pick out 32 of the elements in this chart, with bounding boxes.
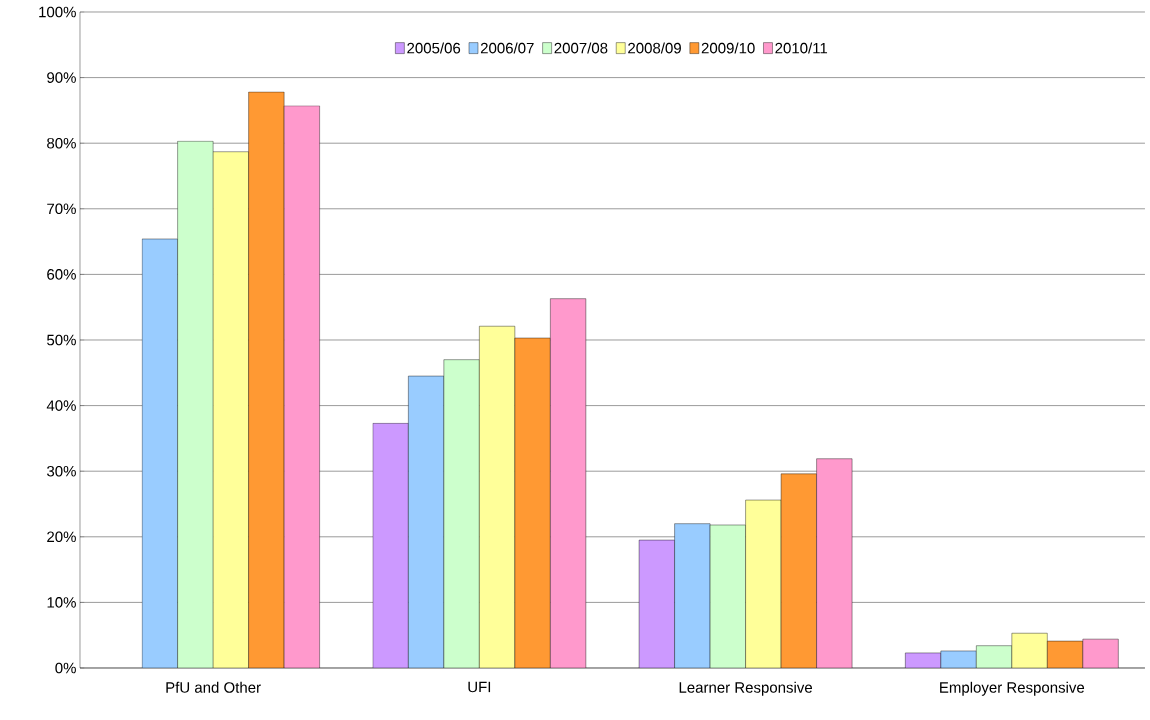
- bar: [816, 458, 853, 668]
- bar: [141, 238, 178, 668]
- x-tick-label: Employer Responsive: [940, 681, 1085, 696]
- x-tick-label: UFI: [468, 681, 491, 693]
- y-tick-label: 50%: [47, 334, 76, 346]
- legend-label: 2006/07: [480, 42, 534, 54]
- y-tick-label: 60%: [47, 269, 76, 280]
- bar: [550, 298, 587, 668]
- legend-label: 2005/06: [407, 42, 461, 54]
- legend-label: 2007/08: [554, 42, 608, 54]
- y-tick-label: 40%: [46, 400, 76, 411]
- bar: [674, 523, 711, 668]
- y-tick-label: 100%: [39, 6, 76, 18]
- y-tick-label: 90%: [47, 72, 76, 83]
- bar: [212, 151, 249, 668]
- bar: [745, 499, 782, 668]
- y-tick-label: 70%: [47, 203, 76, 215]
- legend-label: 2008/09: [628, 42, 681, 54]
- y-tick-label: 80%: [47, 137, 76, 149]
- legend-label: 2009/10: [701, 42, 755, 54]
- bar: [1011, 633, 1048, 668]
- bar: [283, 105, 320, 668]
- y-tick-label: 0%: [55, 662, 76, 674]
- y-tick-label: 30%: [47, 465, 76, 477]
- bar: [408, 375, 445, 668]
- y-tick-label: 10%: [47, 597, 76, 608]
- legend-label: 2010/11: [775, 42, 828, 54]
- x-tick-label: Learner Responsive: [679, 681, 813, 696]
- bar: [479, 326, 516, 668]
- x-tick-label: PfU and Other: [166, 681, 261, 693]
- bar: [1082, 638, 1119, 668]
- y-tick-label: 20%: [47, 531, 76, 543]
